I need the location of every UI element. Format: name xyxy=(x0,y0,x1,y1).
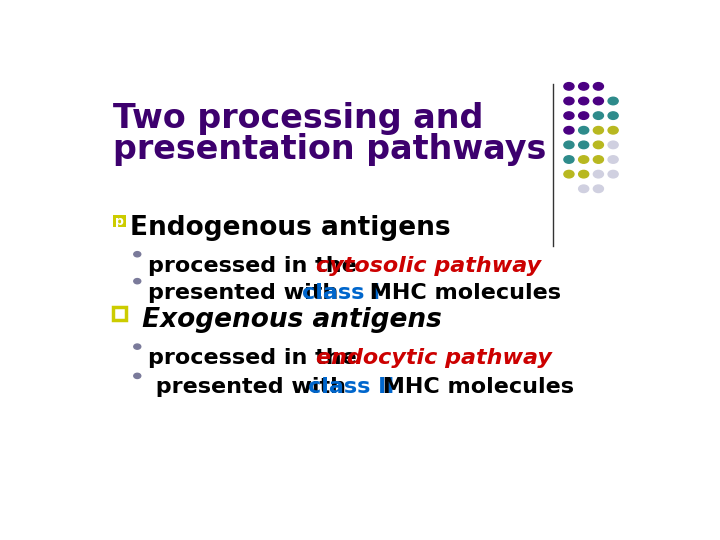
Circle shape xyxy=(593,126,603,134)
Circle shape xyxy=(593,112,603,119)
Circle shape xyxy=(564,112,574,119)
Text: cytosolic pathway: cytosolic pathway xyxy=(316,256,541,276)
Circle shape xyxy=(564,156,574,163)
Circle shape xyxy=(564,171,574,178)
Circle shape xyxy=(593,141,603,148)
Circle shape xyxy=(134,252,141,257)
Text: presented with: presented with xyxy=(148,377,354,397)
Circle shape xyxy=(134,279,141,284)
Bar xyxy=(113,307,126,320)
Text: Two processing and: Two processing and xyxy=(113,102,484,135)
Circle shape xyxy=(608,97,618,105)
Circle shape xyxy=(593,185,603,193)
Text: endocytic pathway: endocytic pathway xyxy=(316,348,552,368)
Circle shape xyxy=(579,156,589,163)
Circle shape xyxy=(579,126,589,134)
Circle shape xyxy=(579,171,589,178)
Circle shape xyxy=(579,97,589,105)
Text: processed in the: processed in the xyxy=(148,348,364,368)
Circle shape xyxy=(564,83,574,90)
Circle shape xyxy=(579,112,589,119)
Text: Exogenous antigens: Exogenous antigens xyxy=(133,307,442,333)
Text: MHC molecules: MHC molecules xyxy=(362,283,561,303)
Text: class I: class I xyxy=(302,283,380,303)
Circle shape xyxy=(608,141,618,148)
Text: processed in the: processed in the xyxy=(148,256,364,276)
Circle shape xyxy=(608,126,618,134)
Circle shape xyxy=(579,185,589,193)
Text: presentation pathways: presentation pathways xyxy=(113,132,546,166)
Circle shape xyxy=(593,97,603,105)
Circle shape xyxy=(608,112,618,119)
Text: presented with: presented with xyxy=(148,283,346,303)
Circle shape xyxy=(564,97,574,105)
Text: p: p xyxy=(115,214,124,228)
Text: MHC molecules: MHC molecules xyxy=(374,377,574,397)
Circle shape xyxy=(579,141,589,148)
Circle shape xyxy=(579,83,589,90)
Circle shape xyxy=(593,156,603,163)
Circle shape xyxy=(564,126,574,134)
Circle shape xyxy=(608,156,618,163)
Circle shape xyxy=(593,171,603,178)
Circle shape xyxy=(564,141,574,148)
Circle shape xyxy=(134,373,141,379)
Circle shape xyxy=(593,83,603,90)
Text: class II: class II xyxy=(307,377,394,397)
Bar xyxy=(113,215,126,227)
Text: Endogenous antigens: Endogenous antigens xyxy=(130,215,450,241)
Circle shape xyxy=(134,344,141,349)
Circle shape xyxy=(608,171,618,178)
